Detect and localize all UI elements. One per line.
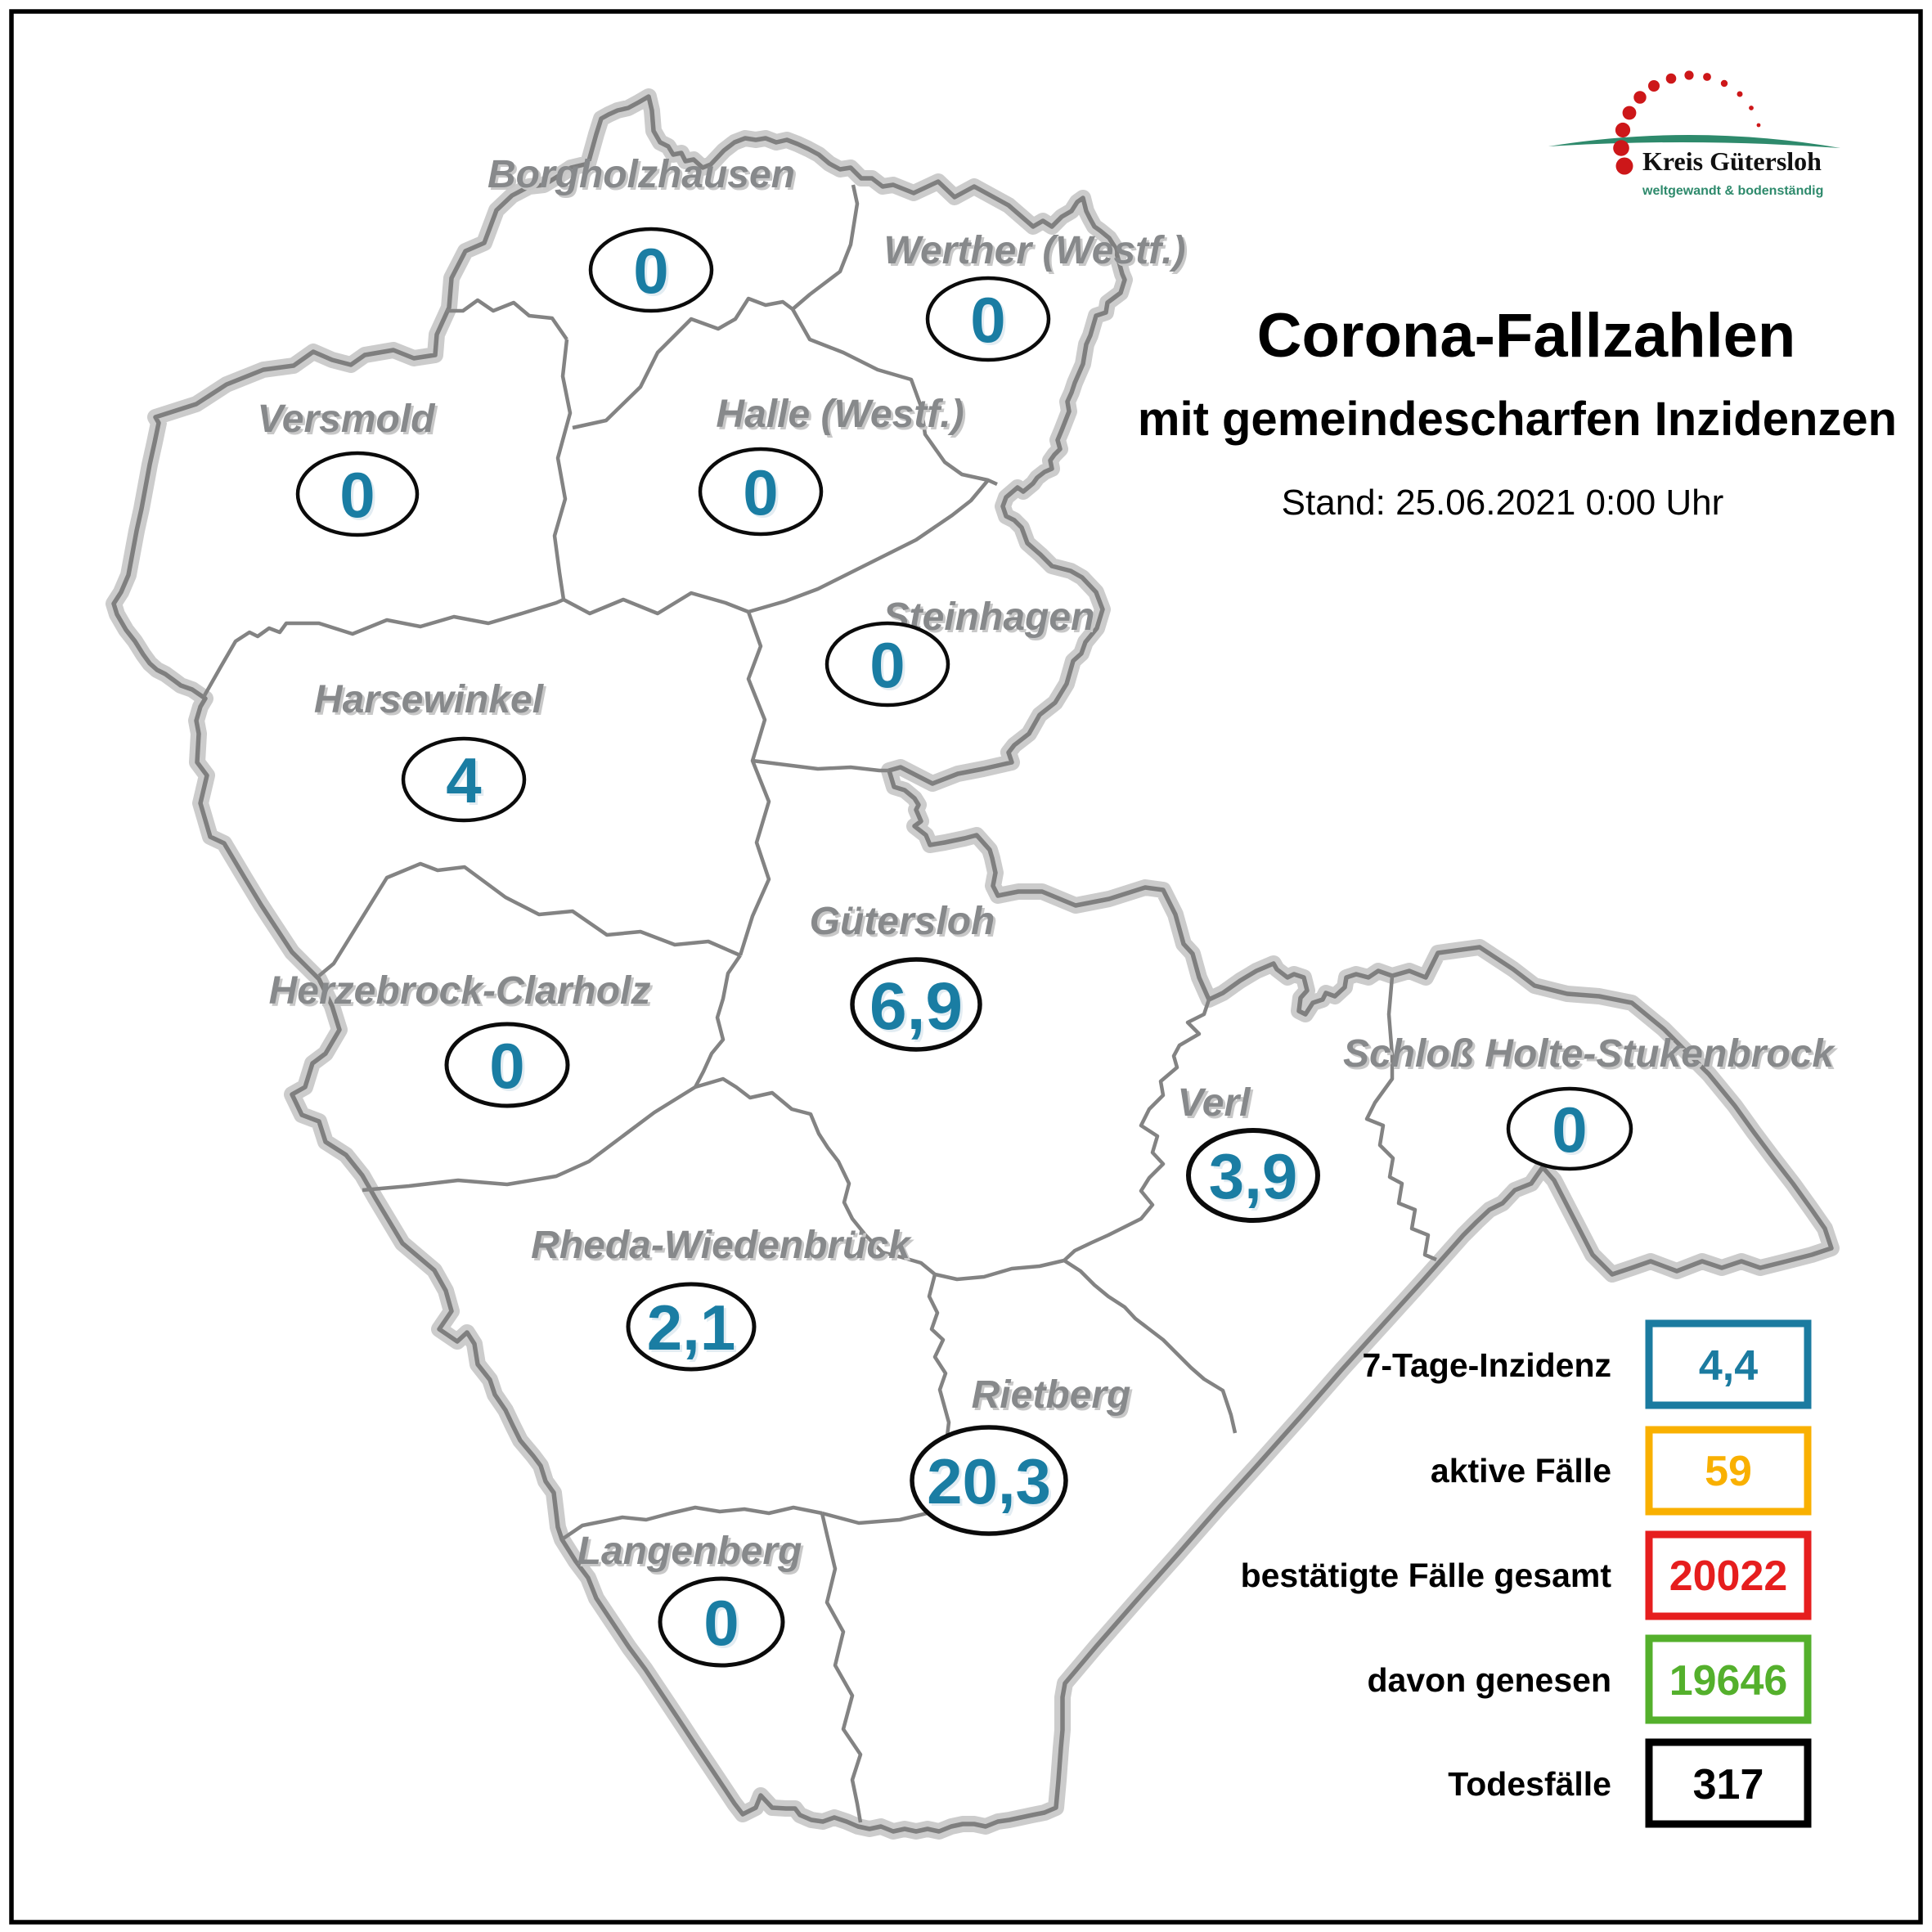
svg-text:0: 0 bbox=[703, 1587, 739, 1659]
svg-text:Corona-Fallzahlen: Corona-Fallzahlen bbox=[1257, 301, 1796, 371]
svg-text:59: 59 bbox=[1705, 1448, 1752, 1495]
svg-text:Rietberg: Rietberg bbox=[974, 1376, 1134, 1419]
svg-text:Gütersloh: Gütersloh bbox=[812, 902, 998, 946]
svg-text:0: 0 bbox=[706, 1589, 741, 1661]
svg-text:0: 0 bbox=[633, 235, 668, 307]
svg-text:Halle (Westf.): Halle (Westf.) bbox=[718, 395, 966, 438]
svg-text:Borgholzhausen: Borgholzhausen bbox=[490, 155, 798, 199]
svg-text:Harsewinkel: Harsewinkel bbox=[314, 678, 545, 721]
svg-text:0: 0 bbox=[1554, 1096, 1589, 1168]
svg-text:0: 0 bbox=[872, 631, 907, 703]
svg-text:Rietberg: Rietberg bbox=[972, 1373, 1131, 1417]
svg-text:2,1: 2,1 bbox=[649, 1294, 738, 1366]
svg-text:0: 0 bbox=[1552, 1094, 1587, 1166]
svg-text:Versmold: Versmold bbox=[258, 398, 437, 441]
svg-text:0: 0 bbox=[869, 629, 905, 701]
svg-text:0: 0 bbox=[492, 1032, 527, 1104]
svg-text:Verl: Verl bbox=[1178, 1081, 1252, 1125]
svg-text:Werther (Westf.): Werther (Westf.) bbox=[887, 231, 1188, 275]
svg-text:Rheda-Wiedenbrück: Rheda-Wiedenbrück bbox=[533, 1226, 914, 1269]
svg-text:20,3: 20,3 bbox=[929, 1448, 1054, 1520]
svg-text:0: 0 bbox=[489, 1030, 524, 1102]
svg-text:bestätigte Fälle gesamt: bestätigte Fälle gesamt bbox=[1241, 1557, 1612, 1594]
svg-text:Harsewinkel: Harsewinkel bbox=[317, 681, 547, 724]
svg-text:Halle (Westf.): Halle (Westf.) bbox=[716, 393, 964, 436]
svg-text:0: 0 bbox=[970, 284, 1005, 356]
svg-text:Gütersloh: Gütersloh bbox=[810, 900, 995, 943]
svg-text:Todesfälle: Todesfälle bbox=[1448, 1765, 1611, 1803]
svg-text:3,9: 3,9 bbox=[1211, 1143, 1300, 1215]
svg-text:Werther (Westf.): Werther (Westf.) bbox=[884, 229, 1186, 272]
svg-text:Langenberg: Langenberg bbox=[580, 1532, 805, 1575]
svg-text:Rheda-Wiedenbrück: Rheda-Wiedenbrück bbox=[531, 1224, 912, 1267]
svg-text:Herzebrock-Clarholz: Herzebrock-Clarholz bbox=[269, 969, 651, 1013]
svg-text:20022: 20022 bbox=[1669, 1552, 1788, 1600]
svg-text:Schloß Holte-Stukenbrock: Schloß Holte-Stukenbrock bbox=[1346, 1035, 1838, 1078]
svg-text:2,1: 2,1 bbox=[647, 1292, 735, 1364]
svg-text:Herzebrock-Clarholz: Herzebrock-Clarholz bbox=[272, 972, 654, 1015]
svg-text:Borgholzhausen: Borgholzhausen bbox=[487, 153, 795, 196]
svg-text:317: 317 bbox=[1693, 1761, 1764, 1808]
svg-text:Langenberg: Langenberg bbox=[577, 1530, 802, 1573]
svg-text:4: 4 bbox=[448, 747, 483, 819]
svg-text:0: 0 bbox=[973, 286, 1008, 358]
svg-text:Kreis Gütersloh: Kreis Gütersloh bbox=[1642, 146, 1822, 176]
svg-text:0: 0 bbox=[342, 461, 377, 533]
svg-text:19646: 19646 bbox=[1669, 1657, 1788, 1705]
svg-text:0: 0 bbox=[339, 459, 375, 531]
svg-text:davon genesen: davon genesen bbox=[1368, 1661, 1611, 1699]
svg-text:3,9: 3,9 bbox=[1209, 1140, 1297, 1212]
svg-text:Stand: 25.06.2021 0:00 Uhr: Stand: 25.06.2021 0:00 Uhr bbox=[1282, 483, 1724, 523]
svg-text:mit gemeindescharfen Inzidenze: mit gemeindescharfen Inzidenzen bbox=[1138, 393, 1897, 446]
svg-text:Versmold: Versmold bbox=[260, 400, 439, 443]
svg-text:weltgewandt & bodenständig: weltgewandt & bodenständig bbox=[1642, 184, 1823, 198]
svg-text:20,3: 20,3 bbox=[927, 1445, 1051, 1517]
svg-text:0: 0 bbox=[745, 459, 780, 531]
svg-text:0: 0 bbox=[743, 456, 778, 528]
svg-text:6,9: 6,9 bbox=[872, 972, 965, 1046]
svg-text:6,9: 6,9 bbox=[869, 969, 963, 1044]
svg-text:Verl: Verl bbox=[1180, 1084, 1255, 1127]
svg-text:7-Tage-Inzidenz: 7-Tage-Inzidenz bbox=[1363, 1346, 1611, 1384]
svg-text:Schloß Holte-Stukenbrock: Schloß Holte-Stukenbrock bbox=[1343, 1032, 1835, 1076]
svg-text:4,4: 4,4 bbox=[1699, 1342, 1758, 1390]
svg-text:0: 0 bbox=[636, 237, 671, 309]
svg-text:4: 4 bbox=[446, 744, 481, 816]
svg-text:aktive Fälle: aktive Fälle bbox=[1431, 1452, 1611, 1489]
